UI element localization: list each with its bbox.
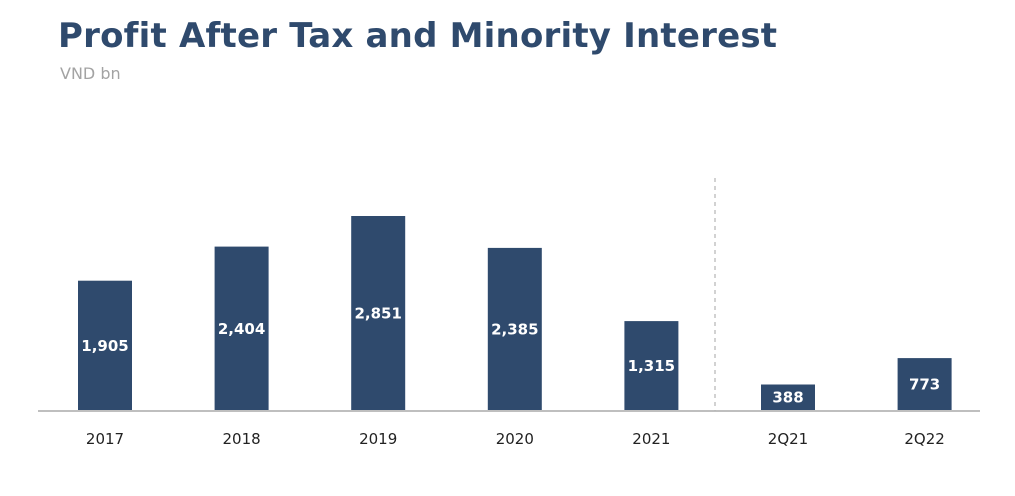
x-tick-label-2017: 2017 [86, 430, 124, 448]
x-tick-labels-layer: 2017 2018 2019 2020 2021 2Q21 2Q22 [86, 430, 945, 448]
bars-layer [78, 216, 952, 411]
value-label-2q22: 773 [909, 376, 940, 394]
x-tick-label-2021: 2021 [632, 430, 670, 448]
value-label-2018: 2,404 [218, 320, 265, 338]
bar-2020 [487, 247, 542, 411]
x-tick-label-2018: 2018 [223, 430, 261, 448]
value-label-2019: 2,851 [354, 305, 401, 323]
x-tick-label-2q21: 2Q21 [768, 430, 808, 448]
x-tick-label-2q22: 2Q22 [904, 430, 944, 448]
bar-2q22 [897, 358, 952, 411]
value-label-2020: 2,385 [491, 320, 538, 338]
bar-2021 [624, 321, 679, 411]
bar-2q21 [761, 384, 815, 411]
bar-2017 [78, 280, 132, 411]
x-tick-label-2019: 2019 [359, 430, 397, 448]
value-labels-layer: 1,905 2,404 2,851 2,385 1,315 388 773 [81, 305, 940, 407]
bar-2019 [351, 216, 406, 411]
value-label-2q21: 388 [772, 389, 803, 407]
value-label-2021: 1,315 [628, 357, 675, 375]
chart-subtitle: VND bn [60, 64, 121, 83]
chart-title: Profit After Tax and Minority Interest [58, 16, 778, 56]
bar-2018 [214, 246, 269, 411]
value-label-2017: 1,905 [81, 337, 128, 355]
x-tick-label-2020: 2020 [496, 430, 534, 448]
